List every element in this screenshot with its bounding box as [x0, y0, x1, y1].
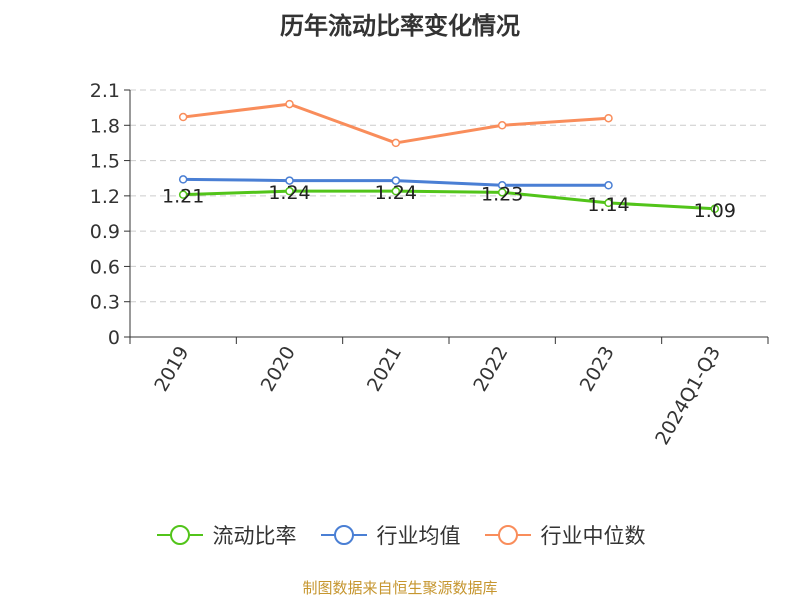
data-label: 1.21	[162, 186, 204, 208]
chart-title: 历年流动比率变化情况	[280, 12, 520, 40]
data-point	[178, 175, 188, 184]
data-point	[497, 121, 507, 130]
data-point	[497, 188, 507, 197]
x-tick-label: 2019	[150, 343, 193, 396]
x-tick-label: 2020	[257, 343, 300, 396]
data-point	[604, 198, 613, 208]
data-point	[285, 186, 294, 196]
series-line	[182, 102, 609, 145]
data-label: 1.23	[481, 183, 523, 205]
legend-marker-icon	[156, 525, 203, 545]
y-tick-label: 0	[108, 327, 120, 349]
data-point	[178, 190, 188, 199]
data-labels: 1.21 1.24 1.24 1.23 1.14 1.09	[162, 182, 736, 222]
series-lines	[178, 99, 720, 214]
legend: 流动比率 行业均值 行业中位数	[0, 520, 800, 550]
legend-item[interactable]: 行业均值	[319, 520, 461, 550]
data-point	[710, 204, 720, 214]
data-point	[391, 186, 401, 196]
series-line	[183, 189, 715, 211]
axes: 0 0.3 0.6 0.9 1.2 1.5 1.8 2.1 2019 2020 2021 2022 20…	[90, 80, 769, 449]
data-point	[391, 176, 401, 185]
data-point	[391, 138, 401, 148]
y-tick-label: 1.5	[90, 151, 120, 173]
legend-label: 行业中位数	[540, 524, 646, 548]
data-point	[604, 113, 613, 123]
x-tick-label: 2023	[576, 343, 619, 396]
y-tick-label: 1.2	[90, 186, 120, 208]
legend-item[interactable]: 流动比率	[155, 520, 297, 550]
data-point	[285, 176, 294, 185]
y-tick-label: 0.3	[90, 292, 120, 314]
x-tick-label: 2021	[363, 343, 406, 396]
source-note: 制图数据来自恒生聚源数据库	[302, 579, 498, 597]
legend-label: 行业均值	[376, 524, 461, 548]
x-tick-label: 2024Q1-Q3	[651, 343, 725, 449]
legend-label: 流动比率	[212, 524, 297, 548]
data-label: 1.14	[587, 194, 629, 216]
legend-marker-icon	[484, 525, 531, 545]
y-tick-label: 1.8	[90, 115, 120, 137]
y-tick-label: 0.9	[90, 221, 120, 243]
data-point	[604, 181, 613, 190]
legend-item[interactable]: 行业中位数	[483, 520, 646, 550]
data-label: 1.24	[375, 182, 417, 204]
y-tick-label: 0.6	[90, 256, 120, 278]
data-point	[178, 112, 188, 122]
x-tick-label: 2022	[469, 342, 512, 395]
data-label: 1.24	[268, 182, 310, 204]
legend-marker-icon	[320, 525, 367, 545]
y-tick-label: 2.1	[90, 80, 120, 102]
data-label: 1.09	[694, 200, 736, 222]
data-point	[285, 99, 294, 109]
gridlines	[130, 89, 768, 303]
